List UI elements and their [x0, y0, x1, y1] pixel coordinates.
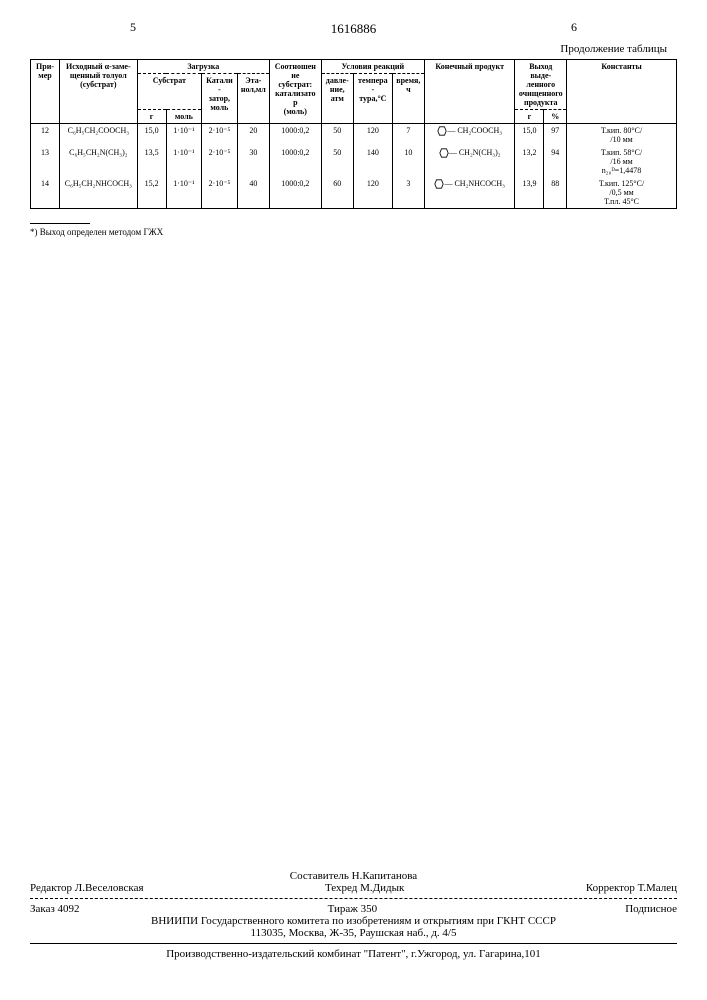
hexagon-icon	[434, 179, 444, 189]
th-zagruzka: Загрузка	[137, 60, 269, 74]
patent-number: 1616886	[30, 21, 677, 37]
footer-tirazh: Тираж 350	[328, 903, 378, 915]
table-continuation-label: Продолжение таблицы	[30, 43, 677, 55]
footer: Составитель Н.Капитанова Редактор Л.Весе…	[30, 870, 677, 960]
hexagon-icon	[437, 126, 447, 136]
th-konechnyi: Конечный продукт	[424, 60, 514, 124]
footer-vniipi: ВНИИПИ Государственного комитета по изоб…	[30, 915, 677, 927]
cell-t: 120	[353, 177, 392, 209]
cell-konst: Т.кип. 58°С/ /16 мм n₂₀ᴰ=1,4478	[567, 146, 677, 177]
cell-yp: 94	[544, 146, 567, 177]
cell-konst: Т.кип. 80°С/ /10 мм	[567, 124, 677, 147]
data-table: При- мер Исходный α-заме- щенный толуол …	[30, 59, 677, 209]
cell-mol: 1·10⁻¹	[166, 124, 202, 147]
th-konst: Константы	[567, 60, 677, 124]
cell-time: 3	[392, 177, 424, 209]
hexagon-icon	[439, 148, 449, 158]
footer-address1: 113035, Москва, Ж-35, Раушская наб., д. …	[30, 927, 677, 939]
cell-eta: 20	[237, 124, 269, 147]
cell-p: 50	[321, 124, 353, 147]
th-davlenie: давле- ние, атм	[321, 74, 353, 124]
cell-prod: — CH₂COOCH₃	[424, 124, 514, 147]
th-sootnoshenie: Соотношение субстрат: катализатор (моль)	[269, 60, 321, 124]
cell-yg: 13,9	[515, 177, 544, 209]
cell-prod: — CH₂N(CH₃)₂	[424, 146, 514, 177]
cell-p: 50	[321, 146, 353, 177]
th-vykhod: Выход выде- ленного очищенного продукта	[515, 60, 567, 110]
footer-tehred: Техред М.Дидык	[325, 882, 404, 894]
cell-yg: 15,0	[515, 124, 544, 147]
cell-ratio: 1000:0,2	[269, 146, 321, 177]
cell-t: 120	[353, 124, 392, 147]
page-left: 5	[130, 20, 136, 35]
th-vremya: время, ч	[392, 74, 424, 124]
cell-kat: 2·10⁻⁵	[202, 124, 238, 147]
cell-subst: C₆H₅CH₂NHCOCH₃	[60, 177, 138, 209]
page-right: 6	[571, 20, 577, 35]
footer-patent-kombinat: Производственно-издательский комбинат "П…	[30, 948, 677, 960]
cell-subst: C₆H₅CH₂N(CH₃)₂	[60, 146, 138, 177]
th-mol: моль	[166, 110, 202, 124]
cell-n: 13	[31, 146, 60, 177]
cell-subst: C₆H₅CH₂COOCH₃	[60, 124, 138, 147]
footnote: *) Выход определен методом ГЖХ	[30, 219, 677, 237]
cell-t: 140	[353, 146, 392, 177]
footer-sostavitel: Составитель Н.Капитанова	[30, 870, 677, 882]
table-row: 12 C₆H₅CH₂COOCH₃ 15,0 1·10⁻¹ 2·10⁻⁵ 20 1…	[31, 124, 677, 147]
cell-konst: Т.кип. 125°С/ /0,5 мм Т.пл. 45°С	[567, 177, 677, 209]
th-eta: Эта- нол,мл	[237, 74, 269, 124]
cell-g: 15,2	[137, 177, 166, 209]
cell-time: 10	[392, 146, 424, 177]
table-row: 13 C₆H₅CH₂N(CH₃)₂ 13,5 1·10⁻¹ 2·10⁻⁵ 30 …	[31, 146, 677, 177]
cell-mol: 1·10⁻¹	[166, 146, 202, 177]
th-substrat: Субстрат	[137, 74, 202, 110]
cell-eta: 30	[237, 146, 269, 177]
cell-prod: — CH₂NHCOCH₃	[424, 177, 514, 209]
footer-zakaz: Заказ 4092	[30, 903, 80, 915]
th-primer: При- мер	[31, 60, 60, 124]
cell-yp: 97	[544, 124, 567, 147]
footer-korrektor: Корректор Т.Малец	[586, 882, 677, 894]
cell-yg: 13,2	[515, 146, 544, 177]
th-kat: Катали- затор, моль	[202, 74, 238, 124]
cell-g: 15,0	[137, 124, 166, 147]
cell-p: 60	[321, 177, 353, 209]
cell-time: 7	[392, 124, 424, 147]
cell-n: 14	[31, 177, 60, 209]
cell-kat: 2·10⁻⁵	[202, 146, 238, 177]
footer-podpisnoe: Подписное	[625, 903, 677, 915]
cell-ratio: 1000:0,2	[269, 177, 321, 209]
cell-ratio: 1000:0,2	[269, 124, 321, 147]
cell-n: 12	[31, 124, 60, 147]
table-row: 14 C₆H₅CH₂NHCOCH₃ 15,2 1·10⁻¹ 2·10⁻⁵ 40 …	[31, 177, 677, 209]
cell-mol: 1·10⁻¹	[166, 177, 202, 209]
th-tempera: темпера- тура,°С	[353, 74, 392, 124]
cell-eta: 40	[237, 177, 269, 209]
cell-kat: 2·10⁻⁵	[202, 177, 238, 209]
th-yp: %	[544, 110, 567, 124]
th-g: г	[137, 110, 166, 124]
footer-redaktor: Редактор Л.Веселовская	[30, 882, 144, 894]
th-yg: г	[515, 110, 544, 124]
cell-yp: 88	[544, 177, 567, 209]
th-iskhodnyi: Исходный α-заме- щенный толуол (субстрат…	[60, 60, 138, 124]
th-usloviya: Условия реакций	[321, 60, 424, 74]
cell-g: 13,5	[137, 146, 166, 177]
